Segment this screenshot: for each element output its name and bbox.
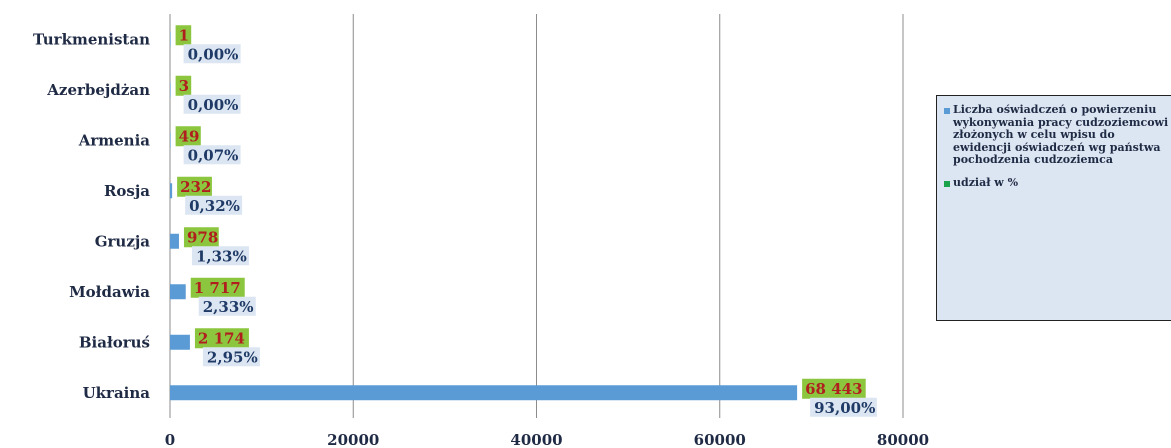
legend-label-share: udział w % [953, 175, 1019, 189]
bar [170, 385, 798, 401]
gridlines [352, 14, 904, 418]
legend-swatch-count [944, 108, 950, 114]
percent-label-box [202, 347, 260, 367]
bar [170, 183, 173, 199]
legend-swatch-share [944, 180, 950, 187]
category-label: Azerbejdżan [46, 81, 150, 99]
bar [170, 82, 171, 98]
value-label-box [190, 277, 245, 298]
legend: Liczba oświadczeń o powierzeniu wykonywa… [936, 95, 1171, 321]
x-tick-label: 40000 [510, 431, 562, 448]
legend-item-share: udział w % [944, 175, 1169, 190]
value-label-box [194, 328, 249, 349]
legend-label-count: Liczba oświadczeń o powierzeniu wykonywa… [953, 103, 1169, 166]
bar [170, 31, 171, 47]
value-label-box [175, 75, 192, 96]
axes: 0 20000 40000 60000 80000 Turkmenistan Azerbej… [33, 14, 929, 448]
category-label: Gruzja [95, 232, 151, 250]
value-label: 49 [179, 127, 200, 145]
legend-item-count: Liczba oświadczeń o powierzeniu wykonywa… [944, 103, 1169, 167]
value-label: 3 [179, 77, 189, 95]
x-tick-label: 80000 [877, 431, 929, 448]
percent-label-box [198, 296, 256, 316]
bar [170, 233, 179, 249]
bar-chart: 0 20000 40000 60000 80000 Turkmenistan Azerbej… [33, 14, 929, 448]
value-label: 2 174 [198, 329, 245, 347]
category-label: Białoruś [79, 333, 150, 351]
category-label: Armenia [78, 131, 151, 149]
value-label: 1 717 [194, 279, 241, 297]
value-label-box [175, 126, 201, 147]
percent-label: 2,33% [203, 298, 254, 316]
bar [170, 132, 171, 148]
bar [170, 334, 190, 350]
percent-label: 1,33% [196, 247, 247, 265]
bar [170, 284, 186, 300]
bars [170, 31, 798, 401]
percent-label: 0,00% [188, 45, 239, 63]
category-label: Rosja [104, 182, 150, 200]
value-label-box [175, 25, 192, 46]
percent-label: 0,07% [188, 146, 239, 164]
value-label: 1 [179, 26, 189, 44]
value-label-box [177, 176, 212, 197]
x-tick-label: 0 [165, 431, 175, 448]
percent-label-box [185, 195, 243, 215]
percent-label-box [183, 44, 241, 64]
percent-label: 0,00% [188, 96, 239, 114]
value-label: 68 443 [805, 380, 862, 398]
percent-label-box [183, 145, 241, 165]
percent-label-box [191, 246, 249, 266]
percent-label-box [810, 397, 877, 417]
percent-label: 2,95% [207, 348, 258, 366]
category-label: Mołdawia [69, 283, 150, 301]
x-tick-label: 20000 [327, 431, 379, 448]
percent-label: 93,00% [814, 399, 875, 417]
value-label: 978 [187, 228, 218, 246]
category-label: Ukraina [83, 384, 151, 402]
value-label-box [183, 227, 219, 248]
value-label: 232 [180, 178, 211, 196]
category-label: Turkmenistan [33, 30, 150, 48]
value-label-box [802, 378, 866, 399]
percent-label: 0,32% [189, 197, 240, 215]
percent-label-box [183, 94, 241, 114]
x-tick-label: 60000 [694, 431, 746, 448]
